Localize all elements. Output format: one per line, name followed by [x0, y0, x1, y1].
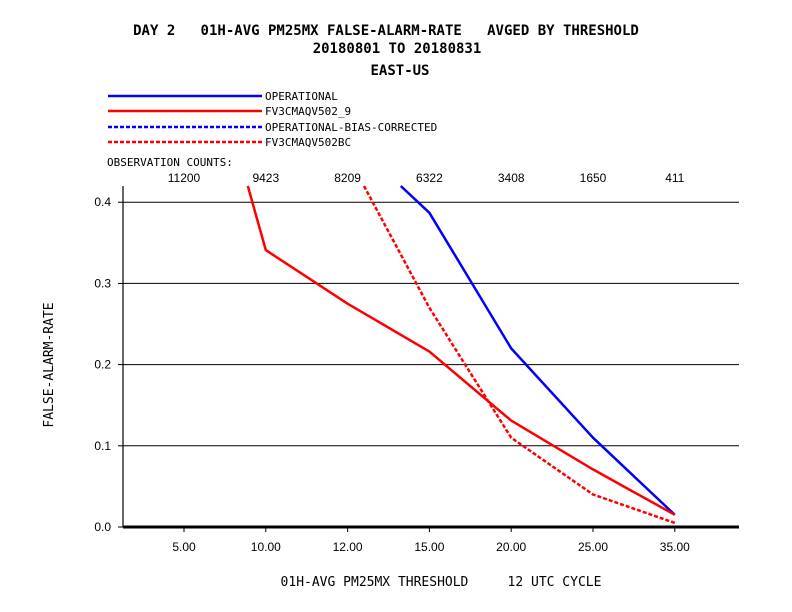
x-tick-label-3: 15.00: [414, 540, 444, 554]
x-tick-label-5: 25.00: [578, 540, 608, 554]
x-tick-label-0: 5.00: [172, 540, 196, 554]
grid-lines: [123, 201, 739, 447]
obs-count-6: 411: [665, 171, 684, 185]
x-tick-label-2: 12.00: [333, 540, 363, 554]
x-tick-label-6: 35.00: [660, 540, 690, 554]
legend: OPERATIONAL FV3CMAQV502_9 OPERATIONAL-BI…: [108, 90, 437, 149]
obs-count-5: 1650: [580, 171, 607, 185]
x-tick-label-4: 20.00: [496, 540, 526, 554]
y-tick-label-3: 0.3: [94, 276, 111, 290]
legend-label-fv3cmaqv502-9: FV3CMAQV502_9: [265, 105, 351, 118]
x-axis-label: 01H-AVG PM25MX THRESHOLD 12 UTC CYCLE: [281, 575, 602, 590]
y-tick-label-1: 0.1: [94, 439, 111, 453]
obs-count-2: 8209: [334, 171, 361, 185]
series-line-fv3cmaqv502-9: [246, 185, 676, 516]
y-axis-ticks: 0.0 0.1 0.2 0.3 0.4: [94, 195, 123, 534]
series-lines: [246, 185, 676, 525]
obs-count-1: 9423: [252, 171, 279, 185]
legend-label-operational: OPERATIONAL: [265, 90, 338, 103]
obs-count-3: 6322: [416, 171, 443, 185]
chart-title-line-2: 20180801 TO 20180831: [313, 41, 482, 57]
y-tick-label-4: 0.4: [94, 195, 111, 209]
observation-counts-label: OBSERVATION COUNTS:: [107, 156, 233, 169]
legend-label-operational-bias-corrected: OPERATIONAL-BIAS-CORRECTED: [265, 121, 437, 134]
obs-count-0: 11200: [168, 171, 201, 185]
y-axis-label: FALSE-ALARM-RATE: [42, 302, 57, 427]
y-tick-label-0: 0.0: [94, 520, 111, 534]
x-axis-ticks: 5.00 10.00 12.00 15.00 20.00 25.00 35.00: [172, 527, 690, 554]
y-tick-label-2: 0.2: [94, 358, 111, 372]
obs-count-4: 3408: [498, 171, 525, 185]
x-tick-label-1: 10.00: [251, 540, 281, 554]
series-line-operational: [399, 185, 676, 516]
legend-label-fv3cmaqv502bc: FV3CMAQV502BC: [265, 136, 351, 149]
series-line-fv3cmaqv502bc: [362, 185, 676, 525]
observation-counts: 11200 9423 8209 6322 3408 1650 411: [168, 171, 685, 185]
chart-title-line-3: EAST-US: [370, 63, 429, 79]
chart-title-line-1: DAY 2 01H-AVG PM25MX FALSE-ALARM-RATE AV…: [133, 23, 639, 39]
